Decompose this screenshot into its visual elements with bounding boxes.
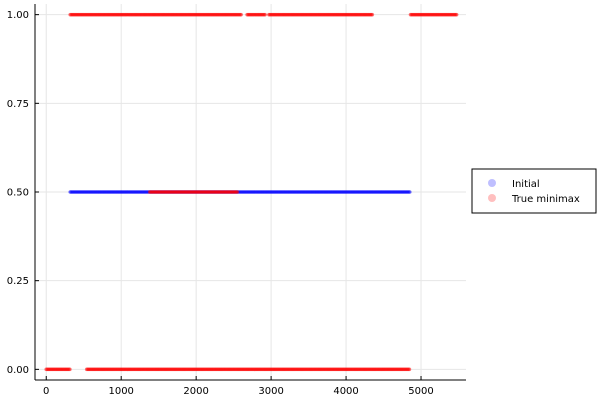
legend-label-initial: Initial	[512, 179, 540, 190]
data-points	[44, 12, 459, 372]
x-tick-label: 0	[43, 386, 49, 397]
series-true-minimax	[44, 12, 459, 372]
legend-box	[471, 168, 597, 214]
data-point	[239, 12, 243, 17]
data-point	[407, 367, 412, 372]
data-point	[407, 190, 412, 194]
x-axis-ticks: 0 1000 2000 3000 4000 5000	[43, 376, 434, 397]
data-point	[263, 12, 267, 17]
x-tick-label: 2000	[183, 386, 208, 397]
legend-label-true-minimax: True minimax	[511, 194, 580, 205]
x-tick-label: 4000	[333, 386, 358, 397]
data-point	[454, 12, 459, 17]
y-tick-label: 0.25	[7, 276, 29, 287]
data-point	[235, 190, 240, 194]
x-tick-label: 1000	[108, 386, 133, 397]
data-point	[370, 12, 375, 17]
data-point	[68, 367, 72, 372]
x-tick-label: 3000	[258, 386, 283, 397]
y-tick-label: 1.00	[7, 10, 29, 21]
series-initial	[68, 190, 412, 194]
x-tick-label: 5000	[408, 386, 433, 397]
y-axis-ticks: 0.00 0.25 0.50 0.75 1.00	[7, 10, 39, 376]
y-tick-label: 0.50	[7, 188, 29, 199]
legend: Initial True minimax	[471, 168, 597, 214]
y-tick-label: 0.00	[7, 365, 29, 376]
y-tick-label: 0.75	[7, 99, 29, 110]
legend-marker-true-minimax	[488, 194, 496, 202]
legend-marker-initial	[488, 179, 496, 187]
